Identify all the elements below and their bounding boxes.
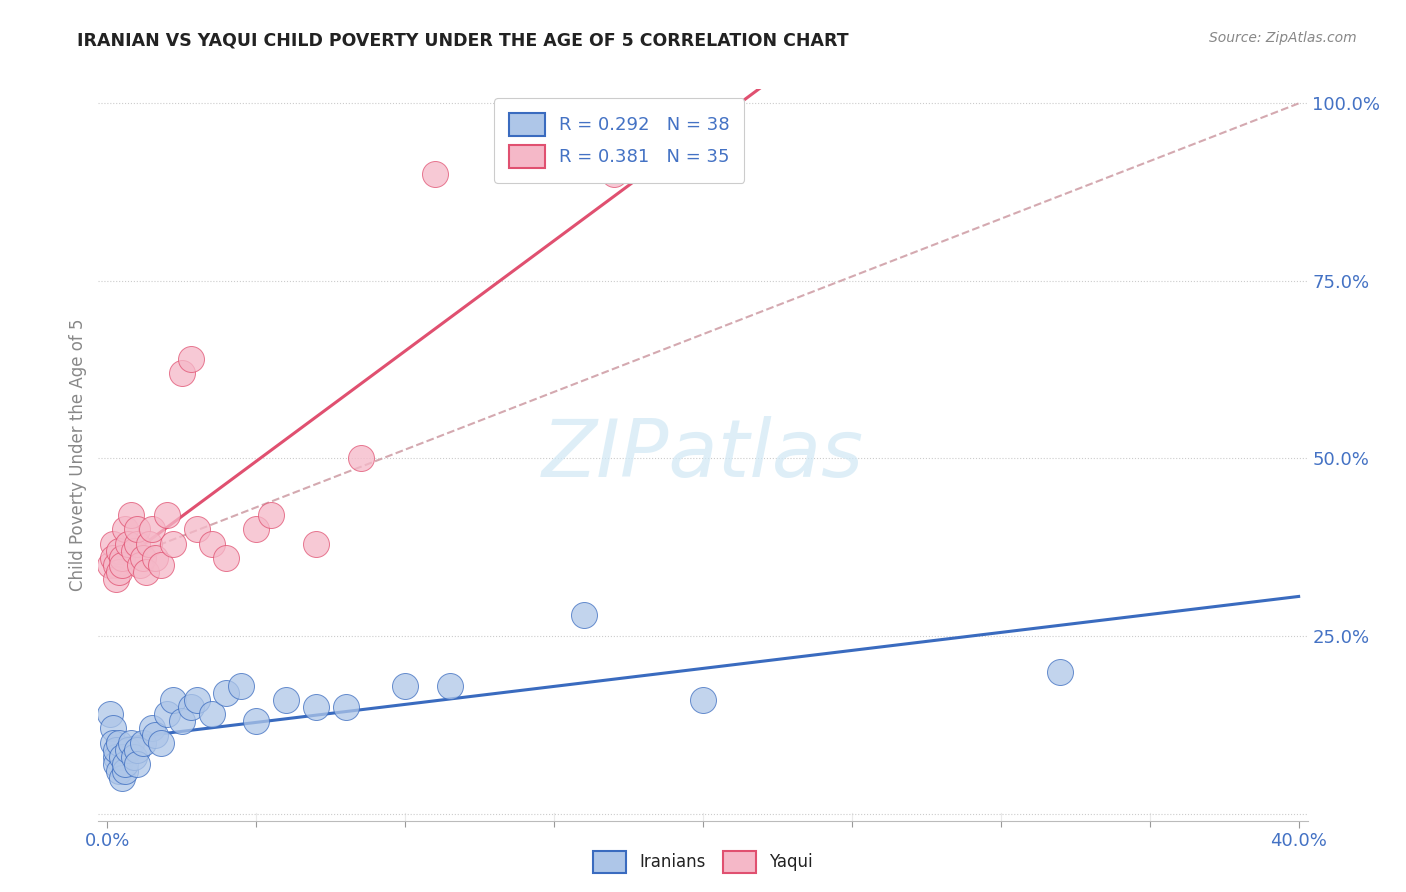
Point — [180, 352, 202, 367]
Point — [120, 735, 142, 749]
Point — [111, 771, 134, 785]
Point — [103, 735, 125, 749]
Point — [215, 686, 238, 700]
Point — [162, 693, 184, 707]
Point — [305, 700, 328, 714]
Point — [143, 728, 166, 742]
Point — [162, 537, 184, 551]
Point — [117, 742, 139, 756]
Point — [423, 168, 446, 182]
Point — [200, 537, 222, 551]
Point — [186, 523, 208, 537]
Point — [149, 558, 172, 572]
Point — [122, 749, 145, 764]
Point — [274, 693, 297, 707]
Point — [260, 508, 283, 523]
Point — [108, 764, 131, 778]
Text: Source: ZipAtlas.com: Source: ZipAtlas.com — [1209, 31, 1357, 45]
Point — [105, 572, 128, 586]
Point — [111, 550, 134, 565]
Point — [98, 558, 121, 572]
Point — [170, 366, 193, 380]
Point — [132, 550, 155, 565]
Point — [114, 756, 136, 771]
Point — [108, 565, 131, 579]
Point — [394, 679, 416, 693]
Point — [103, 722, 125, 736]
Point — [349, 451, 371, 466]
Point — [105, 756, 128, 771]
Point — [122, 543, 145, 558]
Point — [138, 537, 160, 551]
Point — [200, 707, 222, 722]
Point — [105, 558, 128, 572]
Point — [141, 523, 163, 537]
Point — [245, 714, 267, 729]
Point — [127, 537, 149, 551]
Point — [245, 523, 267, 537]
Point — [156, 707, 179, 722]
Point — [111, 749, 134, 764]
Point — [143, 550, 166, 565]
Point — [105, 742, 128, 756]
Point — [111, 558, 134, 572]
Point — [186, 693, 208, 707]
Point — [215, 550, 238, 565]
Point — [103, 537, 125, 551]
Point — [692, 693, 714, 707]
Point — [180, 700, 202, 714]
Point — [120, 508, 142, 523]
Legend: Iranians, Yaqui: Iranians, Yaqui — [586, 845, 820, 880]
Point — [305, 537, 328, 551]
Point — [127, 523, 149, 537]
Point — [135, 565, 157, 579]
Point — [129, 558, 152, 572]
Point — [132, 735, 155, 749]
Point — [335, 700, 357, 714]
Point — [170, 714, 193, 729]
Point — [127, 756, 149, 771]
Point — [149, 735, 172, 749]
Point — [127, 742, 149, 756]
Point — [117, 537, 139, 551]
Point — [1049, 665, 1071, 679]
Point — [98, 707, 121, 722]
Text: ZIPatlas: ZIPatlas — [541, 416, 865, 494]
Point — [602, 168, 624, 182]
Point — [108, 735, 131, 749]
Y-axis label: Child Poverty Under the Age of 5: Child Poverty Under the Age of 5 — [69, 318, 87, 591]
Point — [572, 607, 595, 622]
Text: IRANIAN VS YAQUI CHILD POVERTY UNDER THE AGE OF 5 CORRELATION CHART: IRANIAN VS YAQUI CHILD POVERTY UNDER THE… — [77, 31, 849, 49]
Point — [141, 722, 163, 736]
Point — [105, 749, 128, 764]
Point — [108, 543, 131, 558]
Point — [231, 679, 253, 693]
Legend: R = 0.292   N = 38, R = 0.381   N = 35: R = 0.292 N = 38, R = 0.381 N = 35 — [495, 98, 744, 183]
Point — [439, 679, 461, 693]
Point — [114, 764, 136, 778]
Point — [103, 550, 125, 565]
Point — [156, 508, 179, 523]
Point — [114, 523, 136, 537]
